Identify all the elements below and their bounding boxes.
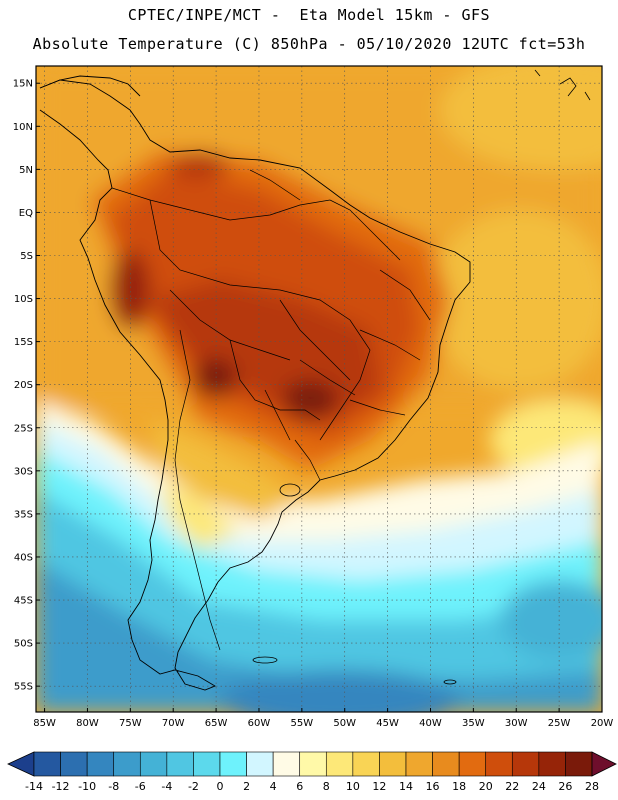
colorbar-label: 18 — [452, 780, 466, 793]
colorbar-swatch — [432, 751, 460, 777]
lon-tick-label: 45W — [376, 718, 399, 729]
colorbar-label: 24 — [532, 780, 546, 793]
colorbar-label: -14 — [25, 780, 43, 793]
colorbar-swatch — [60, 751, 88, 777]
colorbar-swatch — [325, 751, 354, 777]
colorbar-swatch — [219, 751, 247, 777]
colorbar-label: 6 — [296, 780, 303, 793]
colorbar-swatch — [299, 751, 327, 777]
lat-tick-label: 40S — [14, 552, 33, 563]
colorbar-label: 8 — [323, 780, 330, 793]
lon-tick-label: 55W — [291, 718, 314, 729]
lon-tick-label: 50W — [333, 718, 356, 729]
colorbar-label: 28 — [585, 780, 599, 793]
lon-tick-label: 30W — [505, 718, 528, 729]
colorbar-swatch — [538, 751, 566, 777]
colorbar-label: 10 — [346, 780, 360, 793]
colorbar-label: -6 — [135, 780, 146, 793]
colorbar-low-arrow — [7, 751, 35, 777]
colorbar-swatch — [33, 751, 61, 777]
islands — [252, 69, 591, 685]
longitude-labels: 85W 80W 75W 70W 65W 60W 55W 50W 45W 40W 35W 30W 25W 2… — [33, 708, 613, 729]
colorbar-swatch — [352, 751, 380, 777]
lat-tick-label: 5S — [20, 251, 33, 262]
lon-tick-label: 40W — [419, 718, 442, 729]
colorbar-label: 12 — [372, 780, 386, 793]
lon-tick-label: 25W — [548, 718, 571, 729]
lon-tick-label: 60W — [248, 718, 271, 729]
lat-tick-label: 5N — [19, 165, 33, 176]
colorbar-label: 22 — [505, 780, 519, 793]
colorbar-swatch — [272, 751, 301, 777]
lat-tick-label: 20S — [14, 380, 33, 391]
colorbar-label: -8 — [108, 780, 119, 793]
colorbar-swatch — [565, 751, 593, 777]
country-borders — [111, 169, 431, 651]
lat-tick-label: 15S — [14, 337, 33, 348]
lon-tick-label: 85W — [33, 718, 56, 729]
lat-tick-label: 35S — [14, 509, 33, 520]
temperature-field — [36, 66, 602, 712]
colorbar-swatch — [405, 751, 433, 777]
lat-tick-label: 25S — [14, 423, 33, 434]
lon-tick-label: 65W — [205, 718, 228, 729]
colorbar-swatch — [379, 751, 407, 777]
colorbar-label: 0 — [217, 780, 224, 793]
colorbar-swatch — [246, 751, 274, 777]
colorbar-label: 14 — [399, 780, 413, 793]
colorbar-high-arrow — [591, 751, 617, 777]
colorbar-label: -10 — [78, 780, 96, 793]
colorbar-label: 4 — [270, 780, 277, 793]
lat-tick-label: 15N — [13, 79, 33, 90]
colorbar-swatch — [113, 751, 141, 777]
colorbar: -14 -12 -10 -8 -6 -4 -2 0 2 4 6 8 10 12 14 16 18 20 22 24 26… — [7, 751, 617, 793]
lon-tick-label: 20W — [591, 718, 614, 729]
latitude-labels: 15N 10N 5N EQ 5S 10S 15S 20S 25S 30S 35S 40S 45S 50S 5… — [13, 79, 40, 693]
colorbar-swatch — [166, 751, 194, 777]
colorbar-swatch — [458, 751, 487, 777]
colorbar-label: 2 — [243, 780, 250, 793]
lat-tick-label: 30S — [14, 466, 33, 477]
map-subtitle: Absolute Temperature (C) 850hPa - 05/10/… — [32, 35, 586, 53]
colorbar-swatch — [485, 751, 513, 777]
colorbar-swatch — [139, 751, 168, 777]
map-frame — [35, 65, 603, 713]
coastlines — [39, 75, 471, 691]
colorbar-swatch — [511, 751, 540, 777]
colorbar-label: -2 — [188, 780, 199, 793]
colorbar-swatch — [86, 751, 115, 777]
lon-tick-label: 70W — [162, 718, 185, 729]
lat-tick-label: 55S — [14, 682, 33, 693]
lat-tick-label: 10N — [13, 122, 33, 133]
colorbar-label: 16 — [426, 780, 440, 793]
map-title: CPTEC/INPE/MCT - Eta Model 15km - GFS — [127, 6, 491, 24]
lon-tick-label: 75W — [119, 718, 142, 729]
colorbar-label: 26 — [558, 780, 572, 793]
colorbar-label: -4 — [161, 780, 172, 793]
colorbar-swatch — [193, 751, 221, 777]
lon-tick-label: 35W — [462, 718, 485, 729]
colorbar-label: -12 — [52, 780, 70, 793]
colorbar-label: 20 — [479, 780, 493, 793]
lat-tick-label: 50S — [14, 639, 33, 650]
lon-tick-label: 80W — [76, 718, 99, 729]
lat-tick-label: EQ — [19, 208, 33, 219]
lat-tick-label: 10S — [14, 294, 33, 305]
lat-tick-label: 45S — [14, 596, 33, 607]
